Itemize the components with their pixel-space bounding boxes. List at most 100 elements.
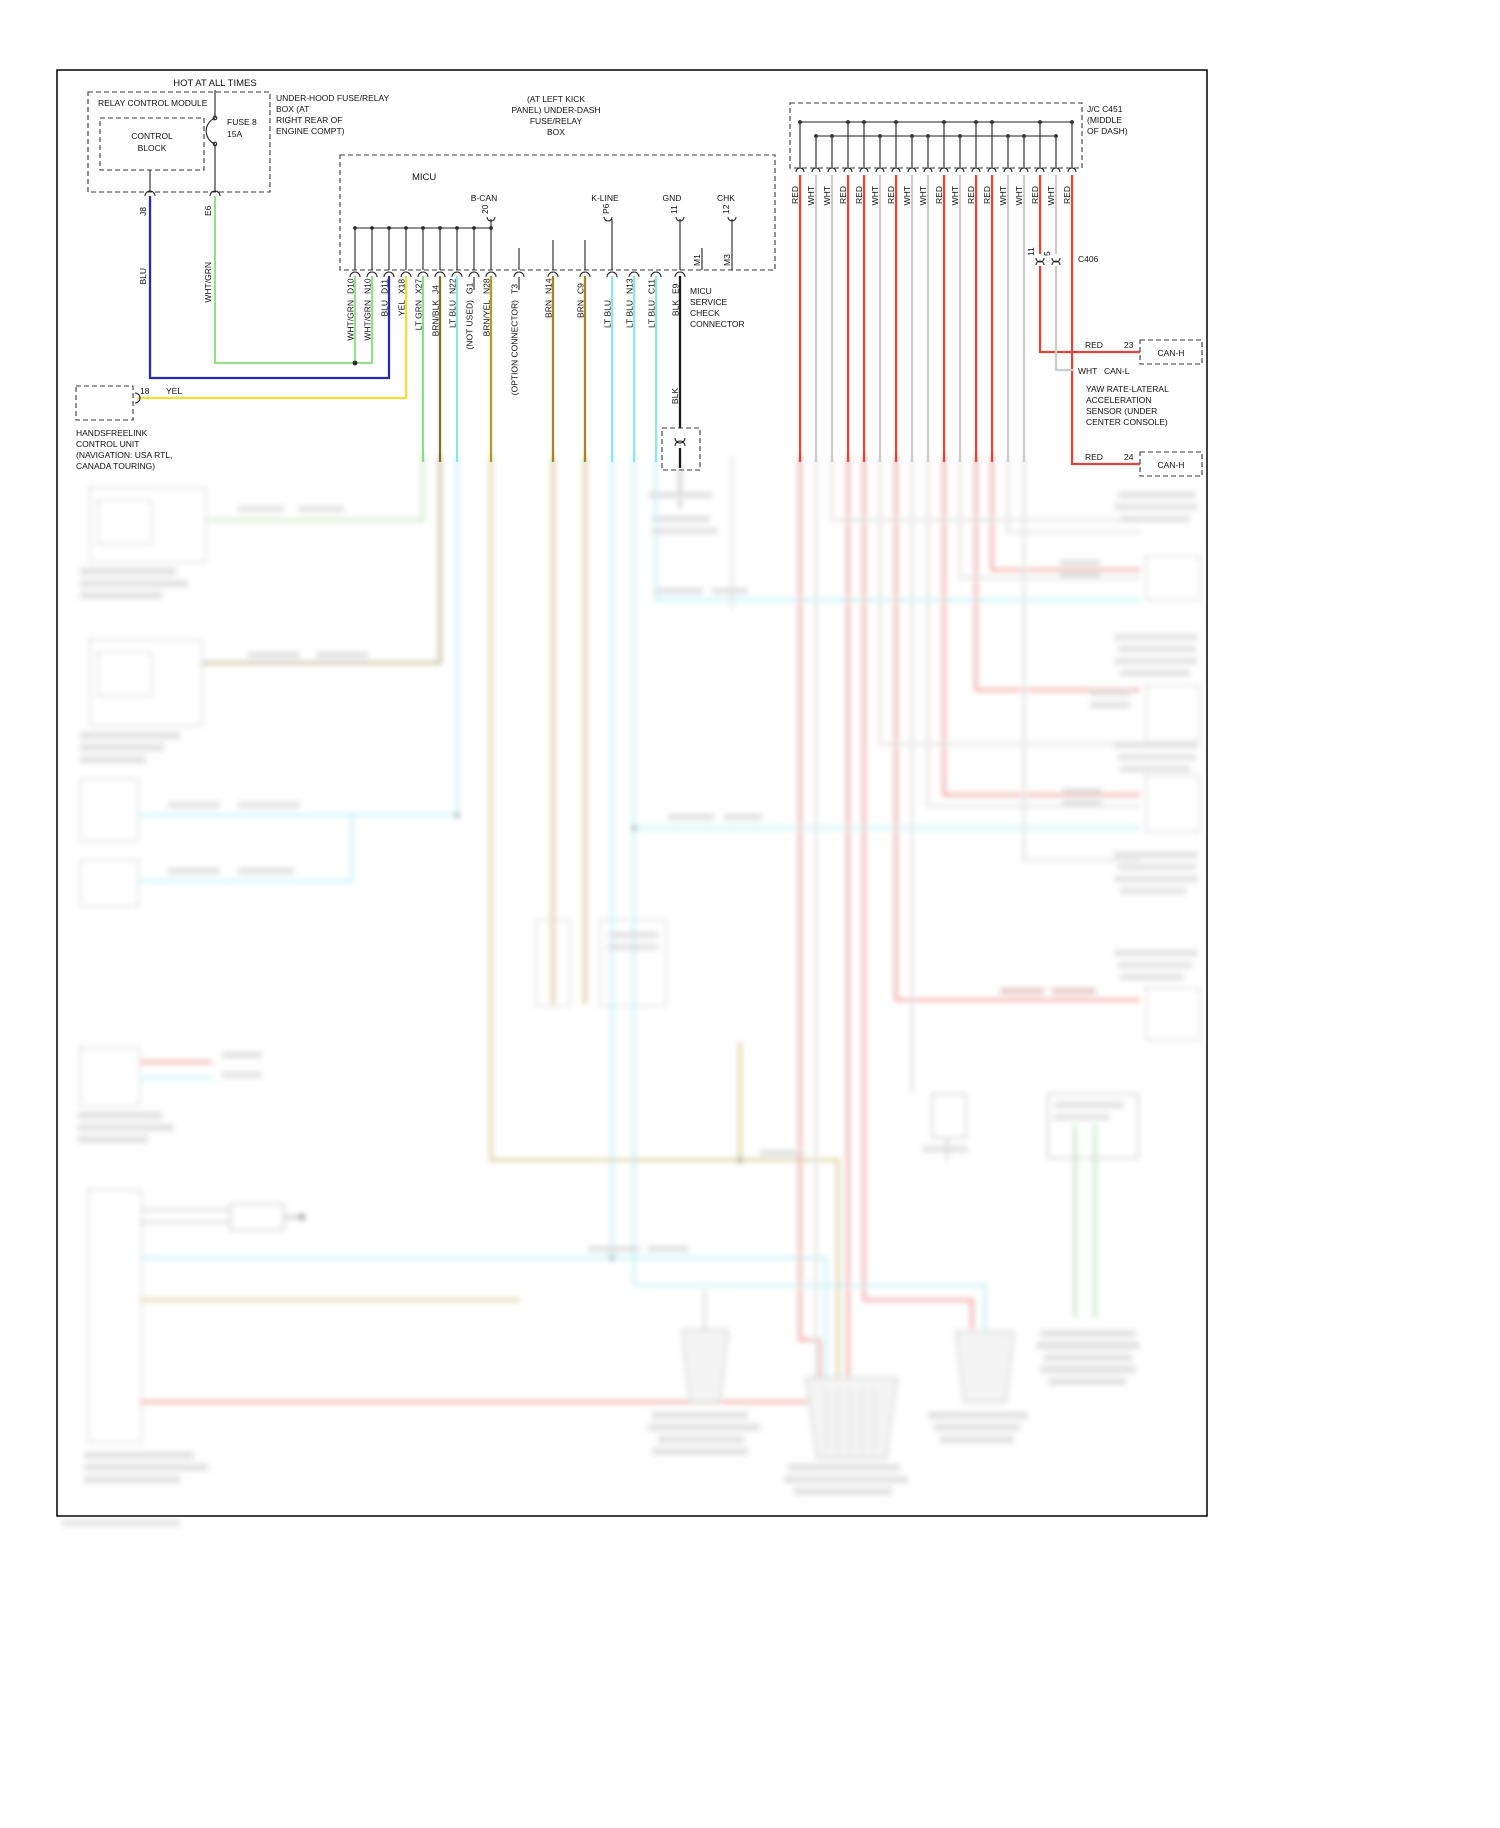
jc451-wire-label: WHT bbox=[822, 186, 832, 205]
jc451-wire-label: RED bbox=[934, 186, 944, 204]
wire-color-label: WHT/GRN bbox=[346, 300, 356, 341]
wire-color-label: LT GRN bbox=[414, 300, 424, 330]
wire-whtgrn bbox=[213, 196, 374, 365]
pin-arc bbox=[209, 190, 221, 197]
wire-color-label: LT BLU bbox=[647, 300, 657, 328]
underdash-fuse-relay-box: (AT LEFT KICK PANEL) UNDER-DASH FUSE/REL… bbox=[339, 94, 776, 271]
pin-12-label: 12 bbox=[721, 204, 731, 214]
pin-arc bbox=[134, 392, 141, 404]
wire-color-label: (OPTION CONNECTOR) bbox=[510, 300, 520, 395]
underhood-box-label: BOX (AT bbox=[276, 104, 309, 114]
underdash-location-label: PANEL) UNDER-DASH bbox=[511, 105, 600, 115]
underhood-box-label: RIGHT REAR OF bbox=[276, 115, 342, 125]
fuse-symbol bbox=[205, 117, 216, 145]
pin-id-label: C9 bbox=[576, 283, 586, 294]
wire-color-label: LT BLU bbox=[603, 300, 613, 328]
wire-color-label: BLK bbox=[671, 300, 681, 316]
relay-control-module: HOT AT ALL TIMES RELAY CONTROL MODULE CO… bbox=[87, 78, 390, 303]
jc451-label: J/C C451 bbox=[1087, 104, 1123, 114]
handsfree-label: CONTROL UNIT bbox=[76, 439, 139, 449]
power-wires bbox=[137, 196, 408, 400]
wire-yel bbox=[137, 276, 408, 400]
jc451-wire-label: WHT bbox=[870, 186, 880, 205]
wire-blu bbox=[148, 196, 391, 380]
c406-label: C406 bbox=[1078, 254, 1099, 264]
wire-color-label: BLU bbox=[380, 300, 390, 317]
pin-m1-label: M1 bbox=[692, 254, 702, 266]
c406-pin-11: 11 bbox=[1026, 247, 1036, 256]
underhood-box-label: ENGINE COMPT) bbox=[276, 126, 345, 136]
wire-color-label: BRN bbox=[576, 300, 586, 318]
pin-18-label: 18 bbox=[140, 386, 150, 396]
handsfree-label: CANADA TOURING) bbox=[76, 461, 155, 471]
gnd-label: GND bbox=[663, 193, 682, 203]
jc451-label: (MIDDLE bbox=[1087, 115, 1122, 125]
jc451-wire-label: RED bbox=[982, 186, 992, 204]
jc451-wire-label: WHT bbox=[1046, 186, 1056, 205]
wire-canl bbox=[1054, 266, 1074, 372]
jc451-wire-label: WHT bbox=[1014, 186, 1024, 205]
jc451-wire-label: WHT bbox=[902, 186, 912, 205]
wire-color-label: BRN/YEL bbox=[482, 300, 492, 337]
yaw-sensor-label: CENTER CONSOLE) bbox=[1086, 417, 1168, 427]
jc451-wire-label: RED bbox=[790, 186, 800, 204]
jc451-wire-label: RED bbox=[1030, 186, 1040, 204]
jc451-joint-connector: J/C C451 (MIDDLE OF DASH) RED WHT WHT RE… bbox=[789, 102, 1140, 466]
pin-arc bbox=[144, 190, 156, 197]
pin-p6-label: P6 bbox=[601, 203, 611, 214]
pin-id-label: G1 bbox=[465, 282, 475, 294]
fuse-amps-label: 15A bbox=[227, 129, 242, 139]
relay-control-module-label: RELAY CONTROL MODULE bbox=[98, 98, 208, 108]
pin-id-label: N22 bbox=[448, 278, 458, 294]
jc451-wire-label: RED bbox=[886, 186, 896, 204]
control-block-label: BLOCK bbox=[138, 143, 167, 153]
hot-at-all-times-label: HOT AT ALL TIMES bbox=[173, 78, 256, 89]
pin-id-label: D11 bbox=[380, 279, 390, 294]
pin-id-label: E9 bbox=[671, 283, 681, 294]
service-label: CHECK bbox=[690, 308, 720, 318]
service-label: SERVICE bbox=[690, 297, 727, 307]
service-label: MICU bbox=[690, 286, 712, 296]
wire-color-whtgrn: WHT/GRN bbox=[203, 262, 213, 303]
c406-pin-5: 5 bbox=[1042, 251, 1052, 256]
yaw-sensor-label: YAW RATE-LATERAL bbox=[1086, 384, 1169, 394]
jc451-wire-label: RED bbox=[838, 186, 848, 204]
handsfree-label: HANDSFREELINK bbox=[76, 428, 148, 438]
sheet-border bbox=[56, 69, 1208, 1517]
pin-id-label: N13 bbox=[625, 278, 635, 294]
canh-wire-color: RED bbox=[1085, 340, 1103, 350]
kline-label: K-LINE bbox=[591, 193, 619, 203]
wire-color-label: LT BLU bbox=[448, 300, 458, 328]
pin-m3-label: M3 bbox=[722, 254, 732, 266]
underhood-box-label: UNDER-HOOD FUSE/RELAY bbox=[276, 93, 390, 103]
jc451-wire-label: WHT bbox=[806, 186, 816, 205]
pin-id-label: D10 bbox=[346, 278, 356, 294]
pin-id-label: J4 bbox=[431, 285, 441, 294]
service-label: CONNECTOR bbox=[690, 319, 745, 329]
jc451-wire-label: RED bbox=[966, 186, 976, 204]
bcan-label: B-CAN bbox=[471, 193, 497, 203]
canh-pin: 23 bbox=[1124, 340, 1134, 350]
pin-id-label: X18 bbox=[397, 279, 407, 294]
pin-e6-label: E6 bbox=[203, 205, 213, 216]
canl-wire-color: WHT bbox=[1078, 366, 1097, 376]
canh-label: CAN-H bbox=[1158, 348, 1185, 358]
handsfreelink-unit: 18 YEL HANDSFREELINK CONTROL UNIT (NAVIG… bbox=[75, 385, 182, 471]
jc451-wire-label: RED bbox=[1062, 186, 1072, 204]
jc451-wire-label: WHT bbox=[950, 186, 960, 205]
wire-canh bbox=[1038, 266, 1140, 354]
pin-j8-label: J8 bbox=[138, 207, 148, 216]
pin-id-label: N28 bbox=[482, 278, 492, 294]
chk-label: CHK bbox=[717, 193, 735, 203]
pin-id-label: N10 bbox=[363, 278, 373, 294]
wire-color-label: WHT/GRN bbox=[363, 300, 373, 341]
canl-label: CAN-L bbox=[1104, 366, 1130, 376]
control-block-label: CONTROL bbox=[131, 131, 173, 141]
wire-color-label: (NOT USED) bbox=[465, 300, 475, 350]
wire-color-label: YEL bbox=[397, 300, 407, 316]
underdash-location-label: (AT LEFT KICK bbox=[527, 94, 585, 104]
service-check-connector: MICU SERVICE CHECK CONNECTOR BLK bbox=[661, 286, 745, 471]
micu-label: MICU bbox=[412, 172, 436, 183]
jc451-wire-label: RED bbox=[854, 186, 864, 204]
